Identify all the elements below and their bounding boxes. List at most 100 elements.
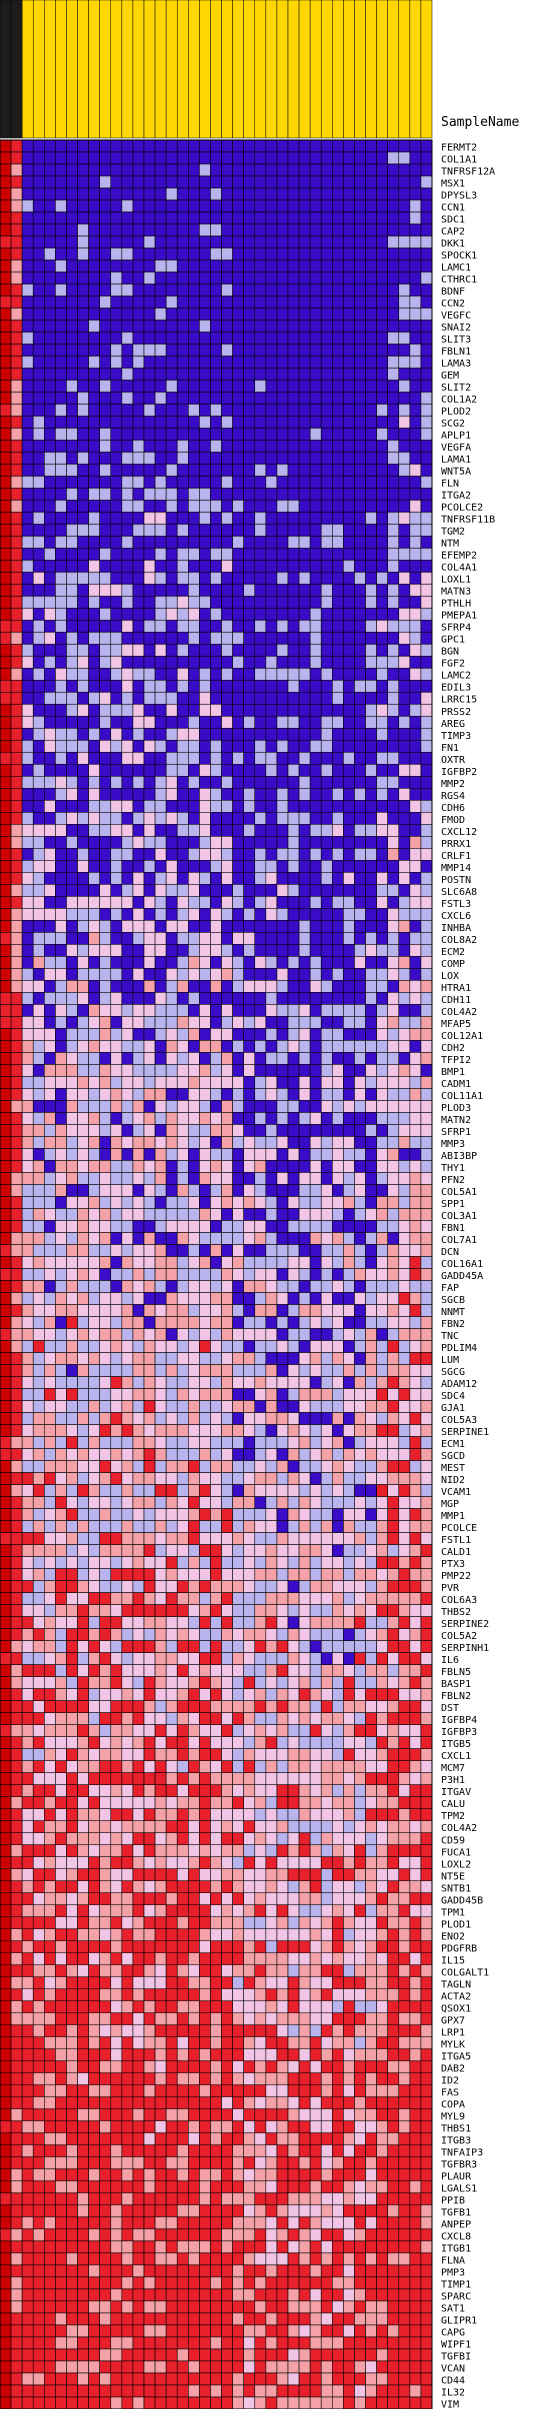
heatmap-cell <box>409 1172 422 1185</box>
heatmap-cell <box>243 607 256 621</box>
heatmap-cell <box>110 992 123 1005</box>
heatmap-cell <box>199 643 211 657</box>
heatmap-cell <box>365 884 377 897</box>
heatmap-cell <box>32 343 45 357</box>
heatmap-cell <box>210 1172 222 1185</box>
heatmap-cell <box>420 1136 433 1149</box>
heatmap-cell <box>354 1508 366 1521</box>
heatmap-cell <box>121 1412 134 1425</box>
heatmap-cell <box>143 932 156 945</box>
heatmap-cell <box>254 715 267 729</box>
heatmap-cell <box>154 655 167 669</box>
heatmap-cell <box>265 1436 278 1449</box>
heatmap-cell <box>176 403 189 417</box>
heatmap-cell <box>409 775 422 789</box>
heatmap-cell <box>66 475 78 489</box>
heatmap-cell <box>265 944 278 957</box>
heatmap-cell <box>143 956 156 969</box>
heatmap-cell <box>409 1400 422 1413</box>
heatmap-cell <box>332 1112 344 1125</box>
heatmap-cell <box>343 247 355 261</box>
heatmap-cell <box>44 932 56 945</box>
heatmap-cell <box>188 1172 200 1185</box>
heatmap-cell <box>44 956 56 969</box>
heatmap-cell <box>320 355 333 369</box>
heatmap-cell <box>309 307 322 321</box>
heatmap-cell <box>88 1460 100 1473</box>
heatmap-cell <box>21 1388 34 1401</box>
heatmap-cell <box>199 1328 211 1341</box>
heatmap-cell <box>232 872 244 885</box>
heatmap-cell <box>276 667 289 681</box>
heatmap-cell <box>55 1004 67 1017</box>
heatmap-cell <box>165 1400 178 1413</box>
heatmap-cell <box>398 1592 411 1605</box>
heatmap-cell <box>221 1400 233 1413</box>
heatmap-cell <box>265 679 278 693</box>
heatmap-cell <box>254 1040 267 1053</box>
heatmap-cell <box>276 799 289 813</box>
heatmap-cell <box>298 1628 311 1641</box>
heatmap-cell <box>44 1340 56 1353</box>
heatmap-cell <box>121 980 134 993</box>
heatmap-cell <box>398 559 411 573</box>
heatmap-cell <box>66 691 78 705</box>
heatmap-cell <box>199 836 211 849</box>
heatmap-cell <box>398 691 411 705</box>
heatmap-cell <box>0 860 12 873</box>
heatmap-cell <box>55 1352 67 1365</box>
heatmap-cell <box>32 1292 45 1305</box>
heatmap-cell <box>343 836 355 849</box>
heatmap-cell <box>199 848 211 861</box>
heatmap-cell <box>188 715 200 729</box>
heatmap-cell <box>343 1532 355 1545</box>
heatmap-cell <box>121 451 134 465</box>
heatmap-cell <box>121 295 134 309</box>
heatmap-cell <box>332 944 344 957</box>
heatmap-cell <box>276 151 289 165</box>
heatmap-cell <box>221 523 233 537</box>
heatmap-cell <box>243 523 256 537</box>
heatmap-cell <box>232 1256 244 1269</box>
heatmap-cell <box>176 247 189 261</box>
heatmap-cell <box>354 1640 366 1653</box>
heatmap-cell <box>243 619 256 633</box>
heatmap-cell <box>232 1364 244 1377</box>
heatmap-cell <box>110 1064 123 1077</box>
heatmap-cell <box>110 595 123 609</box>
heatmap-cell <box>232 223 244 237</box>
heatmap-cell <box>309 199 322 213</box>
heatmap-cell <box>44 391 56 405</box>
heatmap-cell <box>354 968 366 981</box>
heatmap-cell <box>77 1100 89 1113</box>
heatmap-cell <box>0 1508 12 1521</box>
heatmap-cell <box>265 667 278 681</box>
heatmap-cell <box>165 271 178 285</box>
heatmap-cell <box>132 1292 145 1305</box>
heatmap-cell <box>0 1100 12 1113</box>
heatmap-cell <box>287 1160 300 1173</box>
heatmap-cell <box>221 1184 233 1197</box>
heatmap-cell <box>10 1016 23 1029</box>
heatmap-cell <box>165 535 178 549</box>
heatmap-cell <box>88 1544 100 1557</box>
heatmap-cell <box>221 1412 233 1425</box>
heatmap-cell <box>332 1256 344 1269</box>
heatmap-cell <box>165 583 178 597</box>
heatmap-cell <box>232 1340 244 1353</box>
heatmap-cell <box>387 1196 400 1209</box>
heatmap-cell <box>332 295 344 309</box>
heatmap-cell <box>420 1400 433 1413</box>
heatmap-cell <box>0 571 12 585</box>
heatmap-cell <box>10 1184 23 1197</box>
heatmap-cell <box>387 1088 400 1101</box>
heatmap-cell <box>0 151 12 165</box>
heatmap-cell <box>243 811 256 825</box>
heatmap-cell <box>154 163 167 177</box>
heatmap-cell <box>409 691 422 705</box>
heatmap-cell <box>409 583 422 597</box>
heatmap-cell <box>110 259 123 273</box>
heatmap-cell <box>309 1328 322 1341</box>
heatmap-cell <box>287 1460 300 1473</box>
heatmap-cell <box>121 619 134 633</box>
